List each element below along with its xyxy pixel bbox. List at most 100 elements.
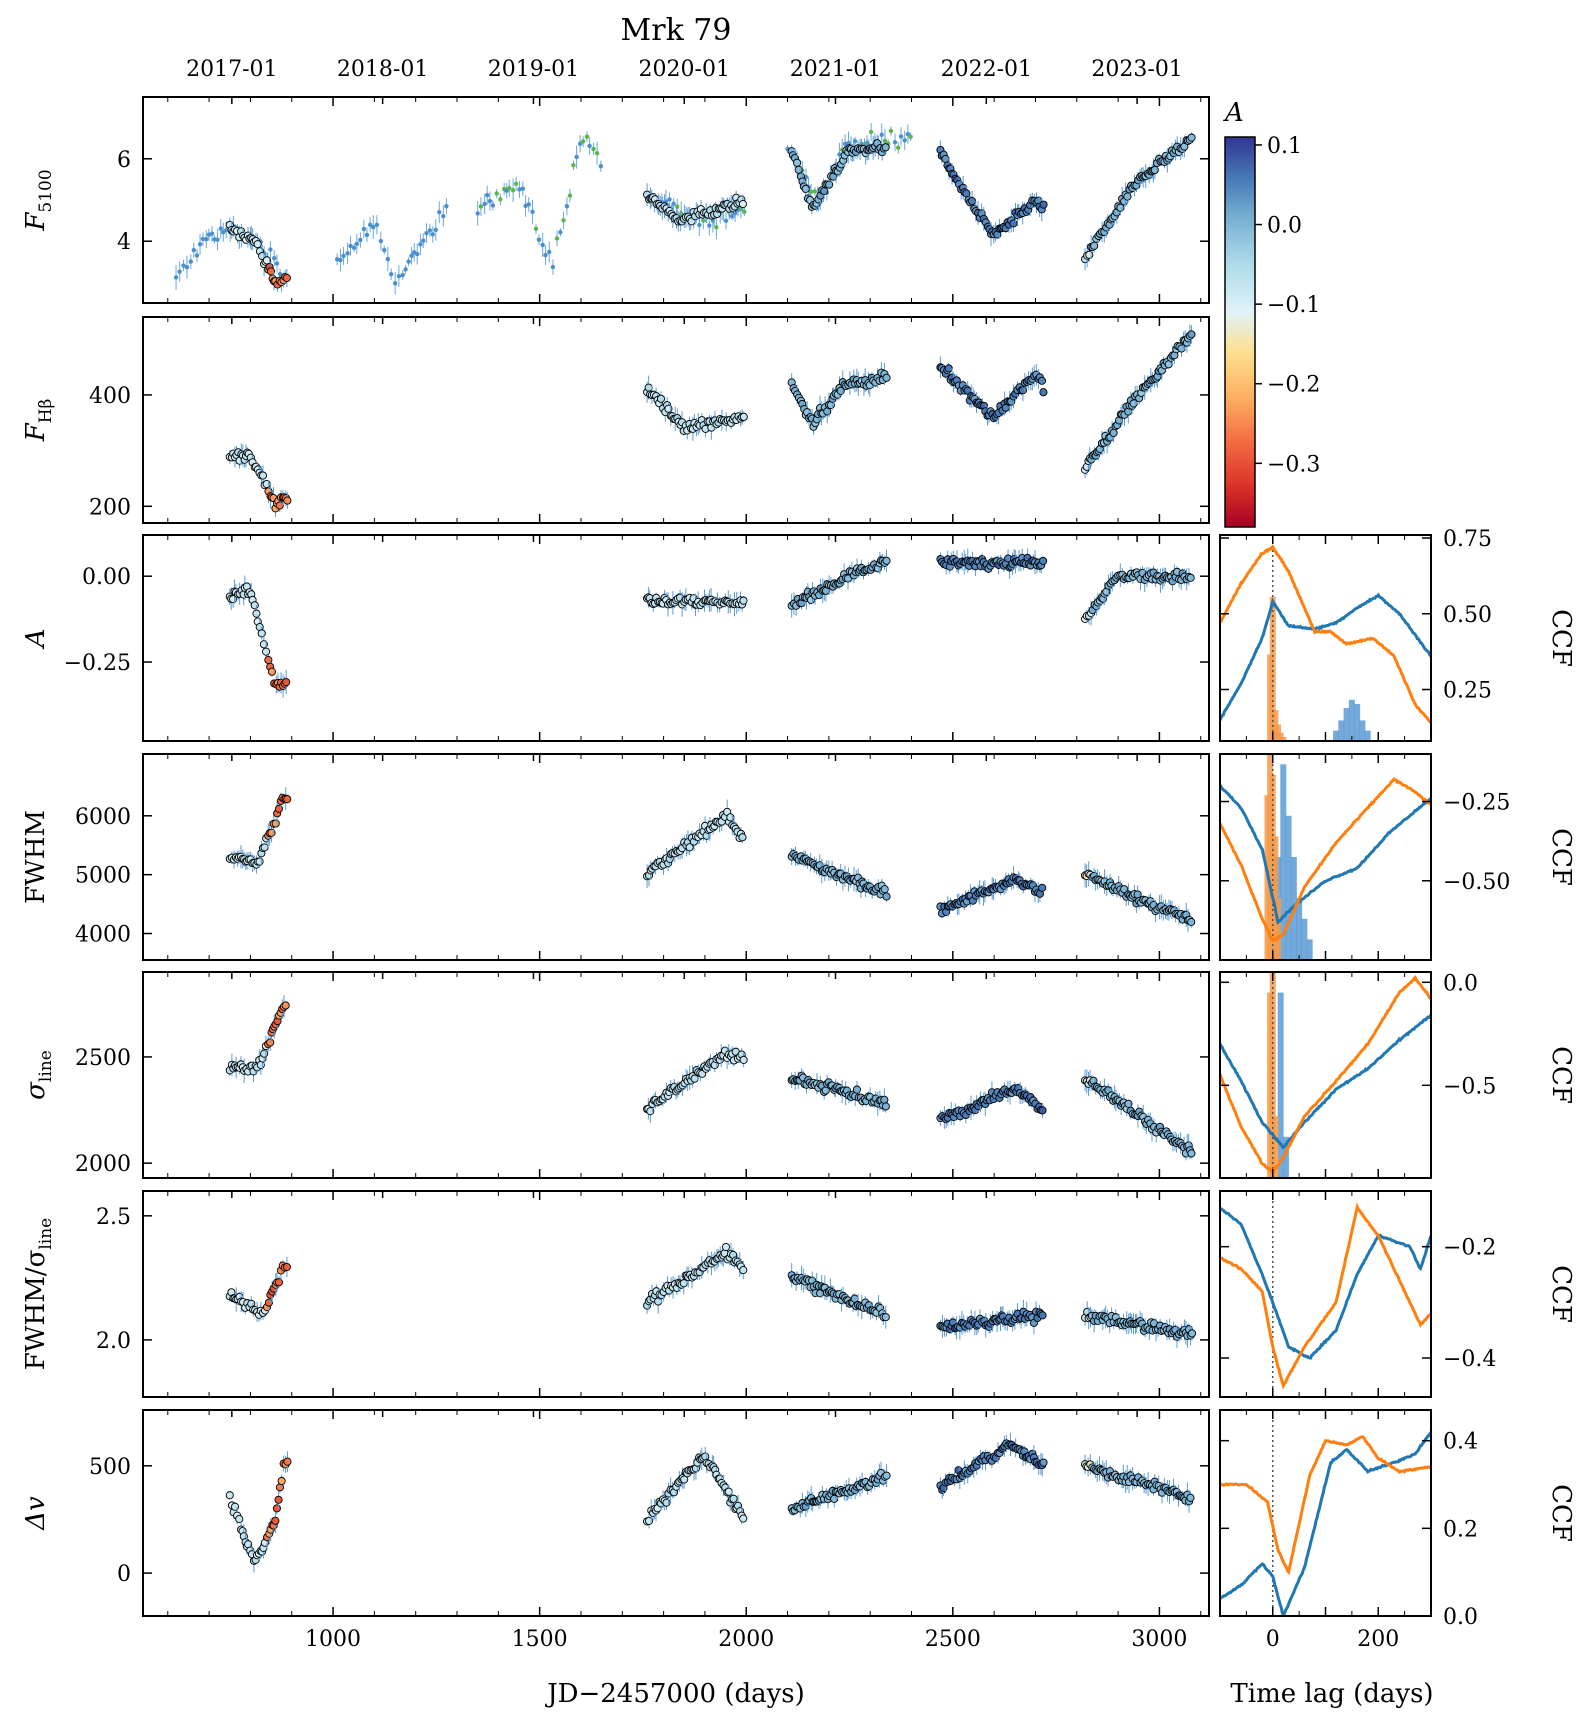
photometry-point (487, 198, 493, 204)
photometry-point (701, 218, 706, 223)
photometry-point (374, 222, 380, 228)
data-point (258, 471, 268, 480)
photometry-point (540, 242, 545, 248)
panel-frame (142, 96, 1210, 304)
photometry-point (574, 154, 579, 160)
y-tick-label: 2000 (75, 1152, 131, 1177)
photometry-point (584, 134, 590, 139)
data-point (267, 667, 277, 676)
lag-histogram-bar (1354, 703, 1361, 741)
ccf-panel-2: −0.50 −0.25 CCF (1219, 753, 1576, 961)
photometry-point (191, 247, 196, 253)
panel-frame (142, 1190, 1210, 1398)
data-point (882, 892, 891, 901)
data-point (1187, 133, 1196, 142)
panel-A: −0.25 0.00 A (21, 534, 1210, 742)
ccf-y-tick-label: 0.0 (1443, 971, 1478, 996)
data-point (644, 383, 653, 392)
x-tick-label: 1000 (305, 1627, 361, 1652)
photometry-point (403, 267, 408, 272)
panel-FWHM: 4000 5000 6000 FWHM (21, 753, 1210, 961)
photometry-point (902, 138, 907, 143)
data-point (881, 143, 890, 152)
date-tick-label: 2020-01 (639, 57, 730, 82)
data-point (852, 1085, 862, 1094)
photometry-point (868, 129, 874, 135)
data-point (225, 1491, 234, 1500)
ccf-data-layer (1220, 1191, 1431, 1397)
data-point (264, 1298, 273, 1307)
panel-frame (142, 753, 1210, 961)
data-point (1085, 250, 1094, 259)
photometry-point (348, 243, 353, 249)
photometry-point (361, 226, 367, 232)
data-point (274, 1278, 283, 1287)
ccf-x-tick-label: 200 (1357, 1627, 1399, 1652)
y-axis-label: σline (21, 1050, 56, 1100)
photometry-point (378, 238, 384, 244)
photometry-point (723, 218, 729, 224)
photometry-point (892, 140, 898, 145)
y-tick-label: 0.00 (82, 565, 131, 590)
data-point (729, 1494, 738, 1503)
lag-histogram-bar (1333, 730, 1340, 741)
y-tick-label: 4 (117, 230, 131, 255)
data-point (274, 1495, 283, 1504)
lag-histogram-bar (1282, 1136, 1289, 1178)
y-axis-label: FWHM/σline (21, 1218, 56, 1370)
photometry-point (482, 201, 487, 207)
lag-histogram-bar (1301, 918, 1308, 960)
photometry-point (533, 226, 539, 232)
ccf-curve-blue (1220, 1014, 1431, 1150)
ccf-y-tick-label: 0.50 (1443, 603, 1492, 628)
data-point (739, 1514, 748, 1523)
data-layer (225, 324, 1196, 518)
photometry-point (879, 132, 884, 137)
photometry-point (358, 237, 363, 243)
photometry-point (567, 193, 573, 198)
data-point (739, 1055, 748, 1064)
lag-histogram-bar (1277, 992, 1284, 1178)
ccf-y-axis-label: CCF (1546, 1484, 1576, 1542)
photometry-point (421, 238, 426, 243)
photometry-point (197, 242, 203, 247)
photometry-point (675, 204, 680, 209)
data-point (274, 804, 283, 813)
photometry-point (558, 230, 563, 235)
data-point (282, 1262, 291, 1272)
ccf-frame (1219, 1190, 1432, 1398)
photometry-point (433, 227, 439, 233)
photometry-point (382, 247, 387, 253)
y-axis-label: A (21, 629, 51, 650)
photometry-point (396, 273, 402, 279)
panel-Delta_v: 1000 1500 2000 2500 3000 0 500 Δv (21, 1409, 1210, 1652)
ccf-curve-orange (1220, 975, 1431, 1175)
data-point (1037, 376, 1047, 385)
date-tick-label: 2019-01 (488, 57, 579, 82)
date-tick-label: 2022-01 (941, 57, 1032, 82)
photometry-point (194, 253, 200, 258)
panel-frame (142, 971, 1210, 1179)
y-tick-label: 500 (89, 1455, 131, 1480)
y-tick-label: 4000 (75, 923, 131, 948)
photometry-point (409, 253, 414, 258)
photometry-point (354, 241, 360, 247)
data-point (880, 885, 889, 894)
data-point (1188, 1329, 1197, 1338)
data-point (739, 412, 748, 421)
lag-histogram-bar (1280, 764, 1287, 960)
ccf-y-tick-label: 0.4 (1443, 1430, 1478, 1455)
photometry-point (209, 231, 215, 236)
data-layer (225, 548, 1195, 698)
ccf-y-tick-label: 0.0 (1443, 1605, 1478, 1630)
photometry-point (392, 281, 398, 286)
photometry-point (184, 265, 190, 270)
photometry-point (415, 251, 420, 257)
photometry-point (714, 225, 719, 230)
photometry-point (837, 152, 842, 157)
data-point (260, 1049, 269, 1058)
y-tick-label: 6000 (75, 805, 131, 830)
ccf-y-tick-label: −0.4 (1443, 1347, 1496, 1372)
data-point (739, 596, 748, 605)
data-point (1038, 1106, 1047, 1115)
